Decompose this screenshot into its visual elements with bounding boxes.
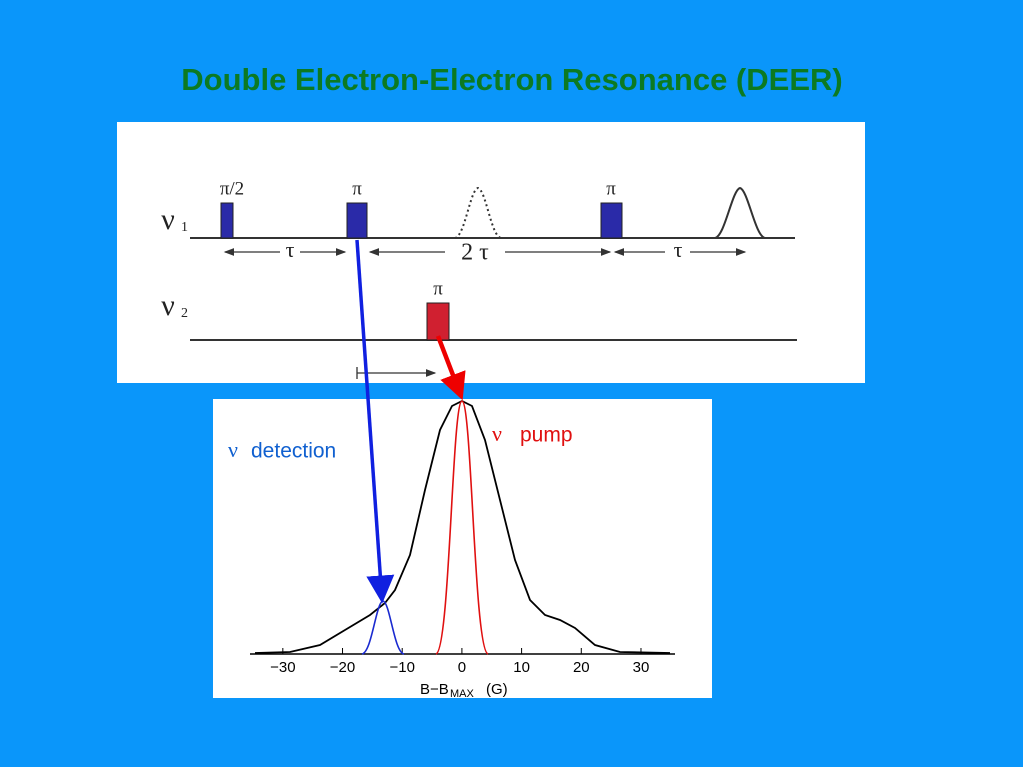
channel-sub: 2 (181, 306, 188, 321)
pulse-label: π (606, 178, 616, 199)
pump-label: pump (520, 424, 573, 447)
x-tick-label: −10 (389, 659, 414, 676)
pump-pulse (426, 302, 450, 341)
spectrum-panel (213, 399, 712, 698)
x-tick-label: −30 (270, 659, 295, 676)
tick-labels: −30 −20 −10 0 10 20 30 (270, 659, 649, 676)
detection-symbol: ν (228, 437, 238, 462)
detection-label: detection (251, 440, 336, 463)
pump-arrow (435, 335, 466, 401)
x-tick-label: 0 (458, 659, 466, 676)
pulse-label: π (352, 178, 362, 199)
axis-label: B−B (420, 681, 449, 698)
pump-symbol: ν (492, 421, 502, 446)
timelines (190, 186, 797, 341)
delay-label: τ (674, 237, 683, 262)
slide-title: Double Electron-Electron Resonance (DEER… (181, 62, 842, 97)
detection-arrow (355, 239, 395, 604)
x-tick-label: 20 (573, 659, 590, 676)
pump-curve (435, 400, 489, 655)
channel-symbol: ν (161, 203, 175, 236)
delay-label: 2 τ (461, 240, 489, 266)
x-tick-label: 10 (513, 659, 530, 676)
x-tick-label: 30 (633, 659, 650, 676)
channel-sub: 1 (181, 220, 188, 235)
delay-arrows (223, 248, 747, 379)
delay-label: τ (286, 237, 295, 262)
sequence-labels: ν 1 ν 2 π/2 π π π τ 2 τ τ (161, 178, 682, 322)
axis-label-sub: MAX (450, 688, 475, 700)
x-tick-label: −20 (330, 659, 355, 676)
pulses (220, 202, 623, 239)
pulse-label: π (433, 278, 443, 299)
channel-symbol: ν (161, 289, 175, 322)
axis-label-unit: (G) (486, 681, 508, 698)
pulse-label: π/2 (220, 178, 244, 199)
